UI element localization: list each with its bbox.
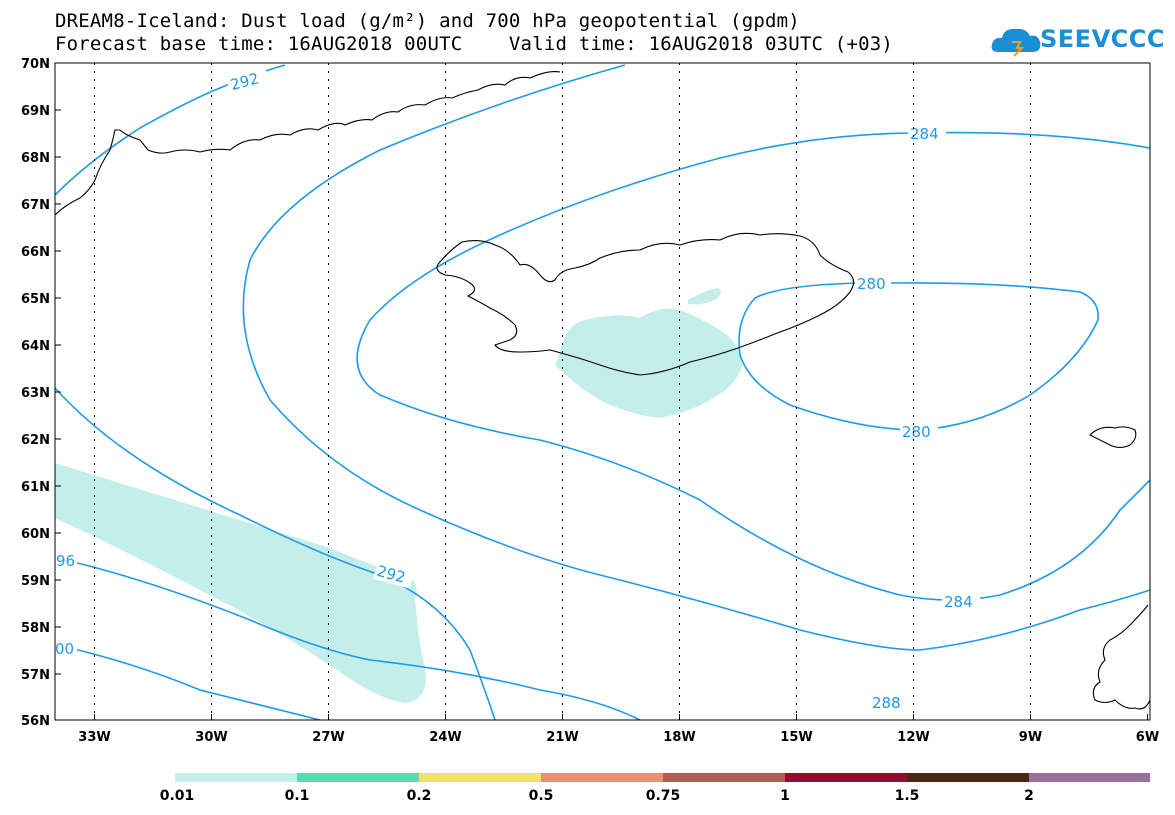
contour-line-296 <box>64 559 641 721</box>
colorbar-label: 1 <box>780 788 790 804</box>
lat-label: 66N <box>21 245 50 260</box>
lon-label: 12W <box>897 730 929 745</box>
lon-label: 6W <box>1136 730 1159 745</box>
cloud-logo-icon <box>991 28 1041 57</box>
contour-label: 00 <box>55 640 74 658</box>
lon-label: 18W <box>663 730 695 745</box>
lon-label: 24W <box>429 730 461 745</box>
lat-label: 68N <box>21 151 50 166</box>
forecast-time-info: Forecast base time: 16AUG2018 00UTC Vali… <box>55 33 894 55</box>
geopotential-contours <box>54 64 1151 721</box>
contour-label: 288 <box>872 694 901 712</box>
lon-label: 33W <box>78 730 110 745</box>
colorbar-label: 0.5 <box>529 788 554 804</box>
contour-line-284 <box>356 131 1151 601</box>
colorbar-segment <box>785 773 907 782</box>
colorbar-label: 1.5 <box>895 788 920 804</box>
contour-line-300 <box>69 647 321 721</box>
dust-area-small-patch <box>688 288 721 305</box>
lat-label: 64N <box>21 339 50 354</box>
lat-label: 65N <box>21 292 50 307</box>
map-title: DREAM8-Iceland: Dust load (g/m²) and 700… <box>55 10 800 32</box>
lat-label: 67N <box>21 198 50 213</box>
lon-label: 21W <box>546 730 578 745</box>
faroe-shetland-coast <box>1089 426 1137 449</box>
colorbar: 0.01 0.1 0.2 0.5 0.75 1 1.5 2 <box>160 773 1150 804</box>
latitude-labels: 70N 69N 68N 67N 66N 65N 64N 63N 62N 61N … <box>21 57 50 729</box>
lat-label: 58N <box>21 621 50 636</box>
lon-label: 15W <box>780 730 812 745</box>
colorbar-segment <box>541 773 663 782</box>
scotland-coast <box>1092 604 1151 710</box>
lat-label: 69N <box>21 104 50 119</box>
lon-label: 9W <box>1019 730 1042 745</box>
contour-label: 96 <box>56 552 75 570</box>
lat-label: 61N <box>21 480 50 495</box>
coastlines <box>54 71 1151 710</box>
lon-label: 27W <box>312 730 344 745</box>
contour-line-292-south <box>54 387 496 721</box>
colorbar-segment <box>663 773 785 782</box>
lat-label: 56N <box>21 714 50 729</box>
lat-label: 63N <box>21 386 50 401</box>
lat-label: 70N <box>21 57 50 72</box>
lat-label: 62N <box>21 433 50 448</box>
colorbar-segment <box>297 773 419 782</box>
contour-label: 280 <box>902 423 931 441</box>
colorbar-label: 0.01 <box>160 788 195 804</box>
lat-label: 57N <box>21 668 50 683</box>
longitude-labels: 33W 30W 27W 24W 21W 18W 15W 12W 9W 6W <box>78 730 1159 745</box>
colorbar-label: 2 <box>1024 788 1034 804</box>
dust-area-southwest <box>55 463 426 703</box>
colorbar-segment <box>1029 773 1150 782</box>
colorbar-label: 0.1 <box>285 788 310 804</box>
contour-line-280 <box>738 282 1099 431</box>
iceland-coast <box>436 232 855 376</box>
colorbar-label: 0.75 <box>646 788 681 804</box>
lat-label: 59N <box>21 574 50 589</box>
colorbar-label: 0.2 <box>407 788 432 804</box>
contour-label: 284 <box>944 593 973 611</box>
logo-text: SEEVCCC <box>1040 25 1165 53</box>
colorbar-segment <box>175 773 297 782</box>
contour-label: 284 <box>910 125 939 143</box>
lon-label: 30W <box>195 730 227 745</box>
dust-area-south-iceland <box>555 308 742 418</box>
colorbar-segment <box>907 773 1029 782</box>
lat-label: 60N <box>21 527 50 542</box>
axis-ticks <box>55 62 1148 721</box>
greenland-coast <box>54 71 561 216</box>
contour-label: 280 <box>857 275 886 293</box>
contour-line-288 <box>242 64 1151 651</box>
colorbar-segment <box>419 773 541 782</box>
gridlines <box>94 63 1031 720</box>
